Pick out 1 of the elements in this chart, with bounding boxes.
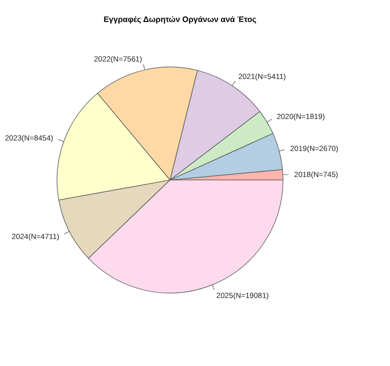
chart-title: Εγγραφές Δωρητών Οργάνων ανά Έτος xyxy=(104,15,256,24)
